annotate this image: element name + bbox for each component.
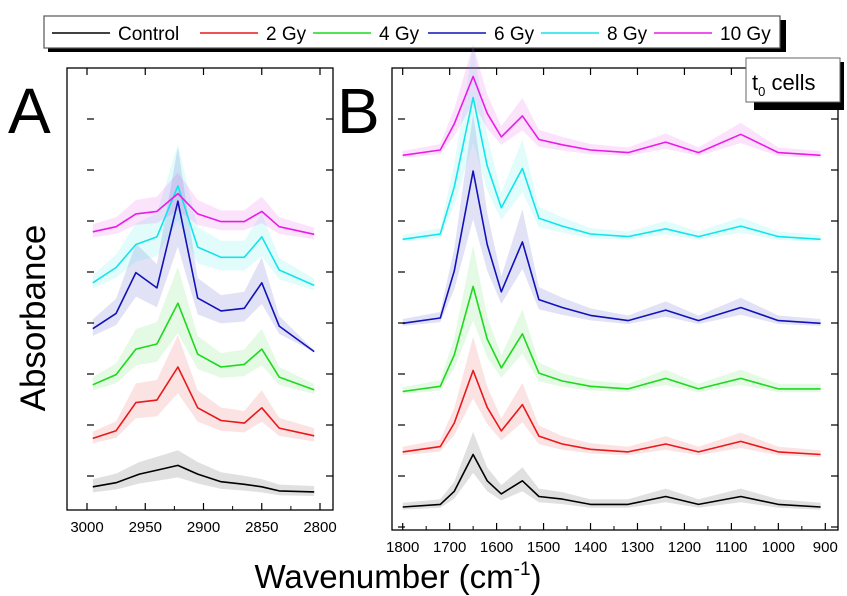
legend-label-control: Control <box>118 24 179 45</box>
legend-label-8-gy: 8 Gy <box>607 24 648 45</box>
legend-frame <box>43 15 781 49</box>
panel-b-band-6-gy <box>402 113 821 326</box>
panel-a-x-tick-label: 2900 <box>187 519 220 536</box>
panel-b-x-tick-label: 1300 <box>621 539 654 556</box>
panel-a-x-tick-label: 2800 <box>303 519 336 536</box>
x-axis-label: Wavenumber (cm-1) <box>254 558 541 595</box>
panel-b-x-tick-label: 1600 <box>480 539 513 556</box>
panel-b-series-control <box>402 453 821 508</box>
panel-b-series-4-gy <box>402 285 821 393</box>
t0-cells-annotation: t0 cells <box>745 57 844 110</box>
panel-b: 1800 1700 1600 1500 1400 1300 1200 1100 1000 900 … <box>337 43 844 556</box>
panel-a-series-4-gy <box>92 302 315 391</box>
panel-a-x-tick-label: 2850 <box>245 519 278 536</box>
panel-label-b: B <box>337 75 380 147</box>
panel-b-x-tick-label: 1000 <box>762 539 795 556</box>
legend: Control 2 Gy 4 Gy 6 Gy 8 Gy 10 Gy <box>43 15 786 52</box>
panel-a-band-10-gy <box>92 172 315 240</box>
panel-a-band-4-gy <box>92 266 315 394</box>
panel-b-x-tick-label: 1700 <box>433 539 466 556</box>
panel-b-x-tick-label: 1400 <box>574 539 607 556</box>
panel-b-series-2-gy <box>402 369 821 456</box>
panel-a-x-tick-label: 2950 <box>129 519 162 536</box>
panel-b-band-8-gy <box>402 43 821 242</box>
legend-label-4-gy: 4 Gy <box>379 24 420 45</box>
panel-b-x-tick-label: 1800 <box>386 539 419 556</box>
panel-a-frame <box>66 67 334 511</box>
panel-a-series-control <box>92 464 315 493</box>
panel-b-x-tick-label: 1100 <box>715 539 747 556</box>
panel-a-series-2-gy <box>92 366 315 440</box>
legend-label-2-gy: 2 Gy <box>266 24 307 45</box>
panel-b-x-tick-label: 1500 <box>527 539 560 556</box>
panel-b-series-8-gy <box>402 96 821 241</box>
panel-a: 3000 2950 2900 2850 2800 A <box>8 67 337 536</box>
panel-a-series-6-gy <box>92 200 315 353</box>
panel-a-series-10-gy <box>92 192 315 236</box>
legend-label-10-gy: 10 Gy <box>720 24 771 45</box>
panel-b-x-tick-label: 1200 <box>668 539 701 556</box>
panel-label-a: A <box>8 75 51 147</box>
panel-b-x-tick-label: 900 <box>813 539 838 556</box>
panel-b-band-10-gy <box>402 44 821 158</box>
panel-b-series-10-gy <box>402 75 821 157</box>
panel-a-band-2-gy <box>92 335 315 444</box>
panel-a-band-control <box>92 450 315 496</box>
panel-a-band-6-gy <box>92 147 315 352</box>
y-axis-label: Absorbance <box>14 225 53 412</box>
annotation-text: t0 cells <box>752 70 815 99</box>
panel-b-band-2-gy <box>402 336 821 458</box>
panel-a-series-8-gy <box>92 185 315 287</box>
panel-a-band-8-gy <box>92 144 315 291</box>
legend-label-6-gy: 6 Gy <box>494 24 535 45</box>
panel-b-series-6-gy <box>402 170 821 325</box>
panel-a-x-tick-label: 3000 <box>70 519 103 536</box>
annotation-frame <box>745 57 841 103</box>
